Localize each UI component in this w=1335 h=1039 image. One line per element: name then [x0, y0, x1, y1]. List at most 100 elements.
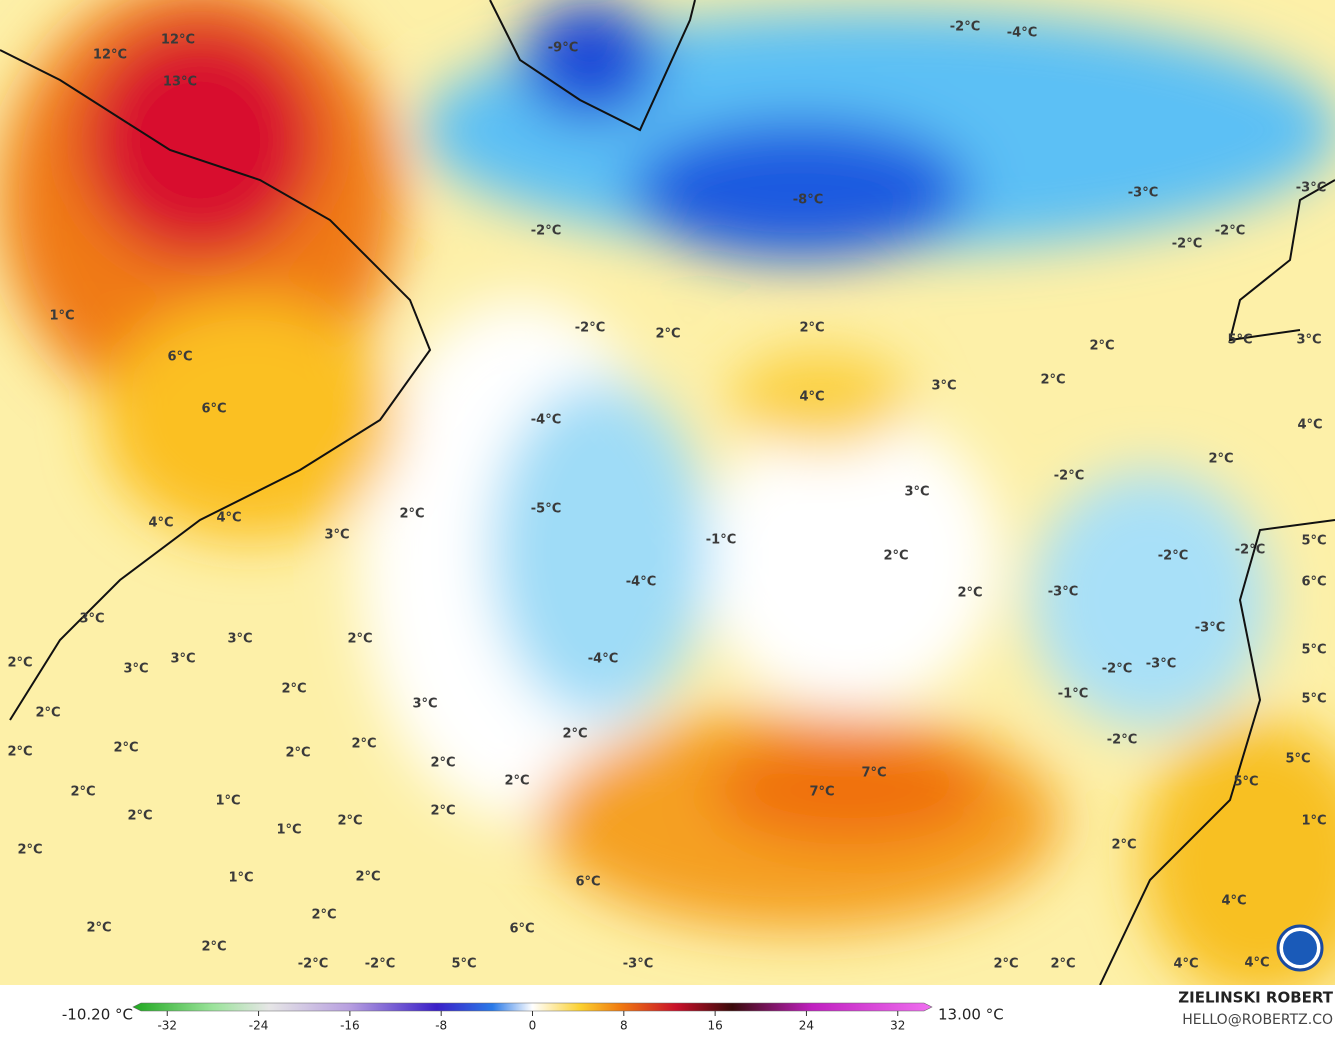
temperature-label: 2°C — [113, 741, 138, 756]
temperature-label: 12°C — [161, 33, 195, 48]
temperature-label: 12°C — [93, 48, 127, 63]
temperature-label: 3°C — [123, 662, 148, 677]
temperature-label: 5°C — [1301, 534, 1326, 549]
temperature-label: 2°C — [86, 921, 111, 936]
temperature-label: 2°C — [351, 737, 376, 752]
temperature-label: -2°C — [531, 224, 561, 239]
temperature-label: 6°C — [509, 922, 534, 937]
temperature-label: 5°C — [1227, 333, 1252, 348]
map-field: 12°C 12°C 13°C 1°C 6°C 6°C 4°C 4°C 3°C 2°C 3°C 3°C 2… — [0, 0, 1335, 985]
coastline — [489, 0, 696, 132]
temperature-label: -2°C — [365, 957, 395, 972]
temperature-label: 2°C — [1050, 957, 1075, 972]
temperature-label: 2°C — [7, 745, 32, 760]
temperature-label: -1°C — [1058, 687, 1088, 702]
temperature-label: -4°C — [1007, 26, 1037, 41]
temperature-label: 4°C — [1297, 418, 1322, 433]
temperature-label: 5°C — [1301, 692, 1326, 707]
temperature-label: -8°C — [793, 193, 823, 208]
temperature-label: 5°C — [1301, 643, 1326, 658]
temperature-label: 3°C — [904, 485, 929, 500]
temperature-label: 4°C — [148, 516, 173, 531]
temperature-label: 2°C — [17, 843, 42, 858]
colorbar-tick-label: 8 — [620, 1019, 628, 1033]
colorbar-bar — [132, 1002, 933, 1012]
temperature-label: 3°C — [170, 652, 195, 667]
temperature-label: 6°C — [201, 402, 226, 417]
temperature-label: 3°C — [227, 632, 252, 647]
temperature-label: 3°C — [79, 612, 104, 627]
temperature-label: 2°C — [1089, 339, 1114, 354]
temperature-label: -3°C — [623, 957, 653, 972]
colorbar-tick-label: 0 — [529, 1019, 537, 1033]
temperature-label: -2°C — [1107, 733, 1137, 748]
temperature-label: 2°C — [430, 756, 455, 771]
temperature-label: 1°C — [276, 823, 301, 838]
colorbar-max: 13.00 °C — [938, 1006, 1004, 1024]
credit-contact: HELLO@ROBERTZ.CO — [1182, 1012, 1333, 1028]
temperature-label: 5°C — [451, 957, 476, 972]
temperature-label: 2°C — [957, 586, 982, 601]
temperature-label: 2°C — [562, 727, 587, 742]
temperature-label: -2°C — [950, 20, 980, 35]
temperature-labels: 12°C 12°C 13°C 1°C 6°C 6°C 4°C 4°C 3°C 2°C 3°C 3°C 2… — [7, 20, 1326, 972]
temperature-label: -2°C — [575, 321, 605, 336]
temperature-label: 2°C — [201, 940, 226, 955]
colorbar-min: -10.20 °C — [62, 1006, 133, 1024]
temperature-label: 2°C — [1040, 373, 1065, 388]
temperature-label: 1°C — [1301, 814, 1326, 829]
temperature-label: 2°C — [355, 870, 380, 885]
temperature-label: 2°C — [883, 549, 908, 564]
temperature-label: 4°C — [216, 511, 241, 526]
temperature-label: 2°C — [285, 746, 310, 761]
temperature-label: 2°C — [35, 706, 60, 721]
temperature-label: 1°C — [228, 871, 253, 886]
temperature-label: -5°C — [531, 502, 561, 517]
colorbar-tick-label: 16 — [707, 1019, 722, 1033]
temperature-label: 2°C — [337, 814, 362, 829]
temperature-label: -9°C — [548, 41, 578, 56]
colorbar-tick-label: 24 — [799, 1019, 814, 1033]
temperature-label: 6°C — [575, 875, 600, 890]
colorbar-tick-label: -24 — [249, 1019, 269, 1033]
colorbar-tick-label: 32 — [890, 1019, 905, 1033]
temperature-label: -1°C — [706, 533, 736, 548]
temperature-label: 2°C — [127, 809, 152, 824]
temperature-label: 2°C — [1208, 452, 1233, 467]
temperature-label: 7°C — [861, 766, 886, 781]
temperature-label: -3°C — [1048, 585, 1078, 600]
temperature-label: -2°C — [1215, 224, 1245, 239]
colorbar-tick-label: -32 — [157, 1019, 177, 1033]
temperature-label: -3°C — [1128, 186, 1158, 201]
temperature-label: 2°C — [281, 682, 306, 697]
temperature-label: 5°C — [1285, 752, 1310, 767]
temperature-label: -2°C — [1102, 662, 1132, 677]
temperature-label: 4°C — [1173, 957, 1198, 972]
temperature-label: -4°C — [531, 413, 561, 428]
temperature-label: 6°C — [1301, 575, 1326, 590]
temperature-label: 3°C — [1296, 333, 1321, 348]
colorbar: -10.20 °C 13.00 °C ZIELINSKI ROBERT HELL… — [62, 989, 1334, 1033]
temperature-label: 2°C — [799, 321, 824, 336]
temperature-label: -2°C — [1054, 469, 1084, 484]
temperature-label: 2°C — [993, 957, 1018, 972]
temperature-label: 7°C — [809, 785, 834, 800]
temperature-label: 6°C — [167, 350, 192, 365]
colorbar-tick-label: -16 — [340, 1019, 360, 1033]
temperature-label: 3°C — [324, 528, 349, 543]
temperature-label: 1°C — [49, 309, 74, 324]
temperature-label: 3°C — [931, 379, 956, 394]
temperature-label: 2°C — [347, 632, 372, 647]
temperature-label: 4°C — [1221, 894, 1246, 909]
noaa-logo-inner — [1283, 931, 1317, 965]
colorbar-tick-label: -8 — [435, 1019, 447, 1033]
temperature-label: 2°C — [7, 656, 32, 671]
temperature-label: 2°C — [1111, 838, 1136, 853]
coastline — [1099, 519, 1335, 985]
temperature-label: 4°C — [799, 390, 824, 405]
temperature-label: -3°C — [1296, 181, 1326, 196]
temperature-label: -2°C — [298, 957, 328, 972]
temperature-label: 2°C — [655, 327, 680, 342]
temperature-label: 2°C — [311, 908, 336, 923]
